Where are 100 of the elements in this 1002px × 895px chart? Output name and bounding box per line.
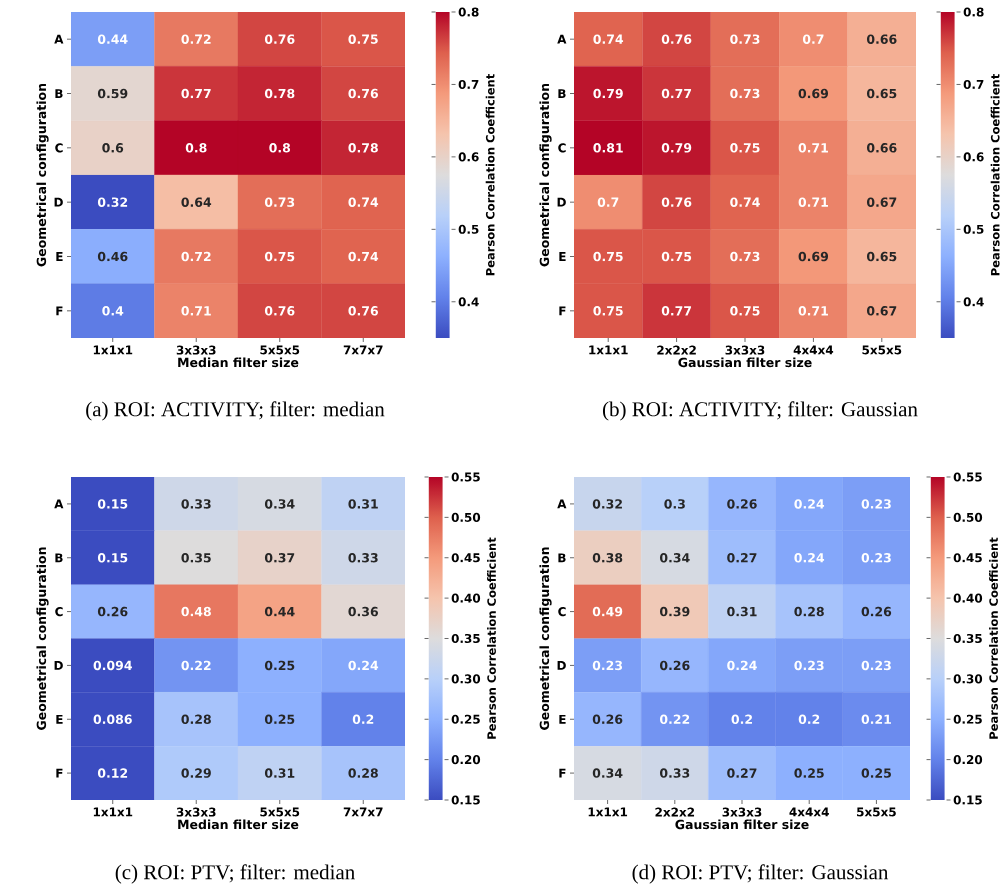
color-bar-label: 0.25	[451, 714, 480, 724]
y-tick-label: F	[56, 768, 63, 778]
data-label: 0.74	[730, 197, 760, 207]
data-label: 0.73	[730, 88, 760, 99]
x-axis-title: Gaussian filter size	[678, 357, 812, 368]
data-label: 0.77	[181, 88, 211, 99]
color-bar-label: 0.8	[963, 7, 984, 17]
x-tick-label: 5x5x5	[857, 807, 896, 817]
data-label: 0.34	[592, 768, 623, 778]
data-label: 0.48	[181, 606, 211, 617]
y-tick-label: E	[56, 252, 63, 261]
data-label: 0.2	[731, 714, 752, 724]
data-label: 0.75	[264, 251, 295, 262]
data-label: 0.28	[794, 606, 824, 617]
color-bar-label: 0.45	[953, 553, 982, 563]
y-tick-label: D	[54, 661, 63, 670]
data-label: 0.33	[659, 768, 690, 778]
y-tick-label: A	[54, 499, 64, 509]
color-bar-label: 0.30	[451, 674, 481, 684]
x-axis-title: Median filter size	[178, 357, 299, 368]
data-label: 0.69	[798, 88, 829, 99]
data-label: 0.23	[794, 660, 824, 671]
data-label: 0.81	[593, 143, 623, 153]
y-tick-label: F	[559, 768, 566, 778]
text: (c) ROI: PTV; filter: median	[115, 864, 355, 884]
data-label: 0.71	[798, 143, 828, 153]
x-tick-label: 3x3x3	[176, 807, 216, 817]
data-label: 0.67	[866, 197, 897, 207]
data-label: 0.75	[348, 34, 378, 44]
color-bar-label: 0.15	[953, 795, 982, 805]
data-label: 0.77	[661, 88, 692, 99]
color-bar-label: 0.7	[963, 79, 984, 89]
data-label: 0.24	[727, 660, 757, 671]
color-bar-label: 0.6	[963, 152, 984, 162]
data-label: 0.71	[798, 306, 828, 316]
data-label: 0.28	[348, 768, 378, 778]
color-bar-title: Pearson Correlation Coefficient	[485, 74, 495, 276]
color-bar-label: 0.5	[963, 224, 984, 234]
data-label: 0.32	[592, 499, 622, 509]
y-tick-label: C	[55, 607, 63, 617]
y-tick-label: B	[55, 553, 63, 563]
data-label: 0.086	[93, 714, 132, 724]
data-label: 0.25	[264, 714, 295, 724]
color-bar-label: 0.55	[953, 472, 982, 482]
data-label: 0.7	[802, 34, 824, 44]
x-axis-title: Median filter size	[178, 819, 299, 830]
data-label: 0.23	[861, 553, 891, 563]
data-label: 0.28	[181, 714, 211, 724]
data-label: 0.64	[181, 197, 212, 207]
data-label: 0.69	[798, 251, 829, 262]
y-tick-label: A	[54, 34, 64, 44]
data-label: 0.76	[661, 34, 692, 44]
data-label: 0.31	[264, 768, 295, 778]
data-label: 0.44	[97, 34, 128, 44]
color-bar-label: 0.40	[953, 593, 983, 603]
color-bar-label: 0.30	[953, 674, 983, 684]
data-label: 0.65	[866, 88, 897, 99]
data-label: 0.22	[181, 660, 211, 671]
data-label: 0.8	[185, 143, 207, 153]
color-bar-label: 0.20	[451, 755, 481, 765]
data-label: 0.7	[597, 197, 619, 207]
data-label: 0.75	[661, 251, 692, 262]
data-label: 0.35	[181, 553, 211, 563]
x-tick-label: 1x1x1	[93, 345, 133, 355]
data-label: 0.8	[269, 143, 291, 153]
data-label: 0.26	[659, 660, 690, 671]
color-bar-label: 0.4	[458, 297, 479, 307]
color-bar-label: 0.50	[953, 512, 983, 522]
data-label: 0.66	[866, 143, 897, 153]
x-tick-label: 4x4x4	[793, 345, 834, 355]
y-axis-title: Geometrical configuration	[539, 547, 552, 730]
data-label: 0.31	[727, 606, 757, 617]
data-label: 0.24	[794, 499, 825, 509]
text: (d) ROI: PTV; filter: Gaussian	[632, 864, 889, 884]
x-tick-label: 1x1x1	[93, 807, 133, 817]
color-bar-label: 0.15	[451, 795, 480, 805]
data-label: 0.71	[798, 197, 828, 207]
data-label: 0.73	[730, 251, 760, 262]
color-bar-label: 0.45	[451, 553, 480, 563]
data-label: 0.15	[97, 499, 128, 509]
y-axis-title: Geometrical configuration	[36, 83, 49, 267]
y-axis-title: Geometrical configuration	[36, 547, 49, 730]
x-tick-label: 5x5x5	[260, 345, 300, 355]
data-label: 0.3	[664, 499, 685, 509]
y-tick-label: E	[559, 252, 566, 261]
data-label: 0.33	[181, 499, 211, 509]
color-bar-label: 0.35	[953, 633, 982, 644]
color-bar-title: Pearson Correlation Coefficient	[990, 74, 1000, 276]
data-label: 0.79	[661, 143, 692, 153]
data-label: 0.24	[794, 553, 825, 563]
color-bar-label: 0.40	[451, 593, 481, 603]
x-tick-label: 2x2x2	[655, 807, 695, 817]
x-tick-label: 5x5x5	[260, 807, 300, 817]
data-label: 0.39	[659, 606, 690, 617]
data-label: 0.67	[866, 306, 897, 316]
x-tick-label: 3x3x3	[722, 807, 762, 817]
data-label: 0.31	[348, 499, 378, 509]
text: (b) ROI: ACTIVITY; filter: Gaussian	[602, 401, 918, 421]
data-label: 0.25	[794, 768, 824, 778]
data-label: 0.73	[264, 197, 295, 207]
